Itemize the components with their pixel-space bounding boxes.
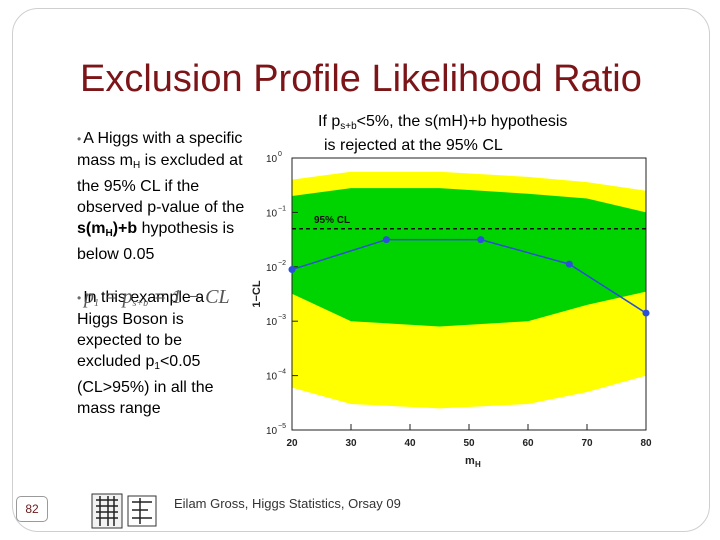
- y-tick-label: 10: [266, 317, 278, 328]
- formula: p1 = ps+b = 1 − CL: [84, 286, 230, 309]
- x-tick-label: 80: [640, 438, 652, 449]
- y-tick-exponent: −1: [278, 205, 286, 212]
- y-tick-label: 10: [266, 426, 278, 437]
- threshold-label: 95% CL: [314, 215, 350, 226]
- x-tick-label: 60: [522, 438, 534, 449]
- y-tick-exponent: −2: [278, 260, 286, 267]
- formula-eq-sub: s+b: [132, 298, 149, 309]
- y-tick-exponent: −4: [278, 369, 286, 376]
- data-point: [642, 309, 650, 317]
- bullet1-bold: s(mH)+b: [77, 220, 138, 239]
- note-post: <5%, the s(m: [356, 113, 452, 130]
- data-point: [382, 236, 390, 244]
- note-sub: s+b: [340, 121, 357, 132]
- y-axis-label: 1−CL: [251, 280, 263, 307]
- note-post2: H)+b hypothesis: [451, 113, 568, 130]
- formula-eq: = p: [99, 286, 133, 308]
- band-1sigma: [292, 188, 646, 327]
- bullet1-mid: is excluded at the 95% CL if the observe…: [77, 152, 245, 216]
- x-axis-label-sub: H: [475, 460, 481, 469]
- note-pre: If p: [318, 113, 341, 130]
- data-point: [565, 260, 573, 268]
- x-tick-label: 50: [463, 438, 475, 449]
- bullet-dot-icon: •: [77, 291, 82, 305]
- data-point: [288, 266, 296, 274]
- y-tick-label: 10: [266, 263, 278, 274]
- bullet-dot-icon: •: [77, 132, 82, 146]
- y-tick-label: 10: [266, 208, 278, 219]
- formula-right: = 1 − CL: [148, 286, 230, 308]
- rejection-note: If ps+b<5%, the s(mH)+b hypothesis is re…: [318, 112, 618, 155]
- institute-logo-icon: [91, 493, 157, 529]
- bullet2-pre: In this example a Higgs Boson is expecte…: [77, 289, 205, 370]
- data-point: [477, 236, 485, 244]
- bullet-item: • A Higgs with a specific mass mH is excl…: [77, 128, 247, 265]
- bullet1-bold-pre: s(m: [77, 220, 106, 237]
- bullet1-sub: H: [133, 160, 141, 171]
- y-tick-exponent: −3: [278, 314, 286, 321]
- y-tick-exponent: 0: [278, 151, 282, 158]
- x-tick-label: 30: [345, 438, 357, 449]
- bullet1-pre: A Higgs with a specific mass m: [77, 130, 243, 169]
- x-tick-label: 70: [581, 438, 593, 449]
- slide-title: Exclusion Profile Likelihood Ratio: [80, 58, 642, 100]
- x-tick-label: 40: [404, 438, 416, 449]
- y-tick-exponent: −5: [278, 423, 286, 430]
- page-number: 82: [16, 496, 48, 522]
- y-tick-label: 10: [266, 372, 278, 383]
- formula-left: p: [84, 286, 94, 308]
- bullet-item: • In this example a Higgs Boson is expect…: [77, 287, 247, 419]
- formula-left-sub: 1: [94, 298, 99, 309]
- x-tick-label: 20: [286, 438, 298, 449]
- bullet2-sub: 1: [154, 361, 160, 372]
- bullet1-bold-post: )+b: [112, 220, 138, 237]
- bullet1-bold-sub: H: [105, 228, 113, 239]
- y-tick-label: 10: [266, 154, 278, 165]
- bullet1-post: hypothesis is below 0.05: [77, 220, 235, 263]
- footer-credit: Eilam Gross, Higgs Statistics, Orsay 09: [174, 496, 401, 511]
- x-axis-label: m: [465, 455, 475, 467]
- bullet2-post: <0.05 (CL>95%) in all the mass range: [77, 353, 214, 417]
- note-line2: is rejected at the 95% CL: [324, 137, 503, 154]
- bullet-list: • A Higgs with a specific mass mH is excl…: [77, 128, 247, 441]
